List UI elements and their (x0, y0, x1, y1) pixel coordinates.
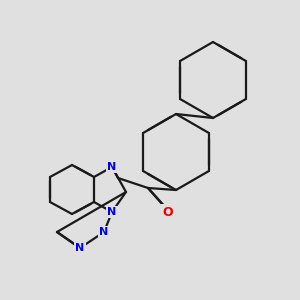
Text: O: O (163, 206, 173, 218)
Text: N: N (75, 243, 85, 253)
Text: N: N (107, 207, 117, 217)
Text: N: N (99, 227, 109, 237)
Text: N: N (107, 162, 117, 172)
